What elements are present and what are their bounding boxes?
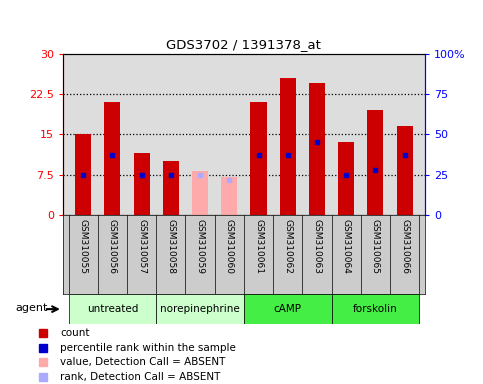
Text: percentile rank within the sample: percentile rank within the sample: [60, 343, 236, 353]
Bar: [69, 294, 156, 324]
Text: GSM310056: GSM310056: [108, 219, 117, 274]
Text: GSM310064: GSM310064: [341, 219, 351, 274]
Text: rank, Detection Call = ABSENT: rank, Detection Call = ABSENT: [60, 371, 221, 382]
Bar: [397, 126, 412, 215]
Text: GSM310059: GSM310059: [196, 219, 205, 274]
Text: agent: agent: [15, 303, 48, 313]
Title: GDS3702 / 1391378_at: GDS3702 / 1391378_at: [167, 38, 321, 51]
Bar: [338, 142, 354, 215]
Text: GSM310065: GSM310065: [371, 219, 380, 274]
Text: GSM310063: GSM310063: [313, 219, 322, 274]
Bar: [309, 83, 325, 215]
Bar: [280, 78, 296, 215]
Text: GSM310058: GSM310058: [166, 219, 175, 274]
Text: value, Detection Call = ABSENT: value, Detection Call = ABSENT: [60, 357, 226, 367]
Text: GSM310062: GSM310062: [283, 219, 292, 274]
Text: forskolin: forskolin: [353, 304, 398, 314]
Text: GSM310060: GSM310060: [225, 219, 234, 274]
Bar: [331, 294, 419, 324]
Text: untreated: untreated: [87, 304, 138, 314]
Bar: [104, 102, 120, 215]
Bar: [75, 134, 91, 215]
Text: GSM310066: GSM310066: [400, 219, 409, 274]
Bar: [134, 153, 150, 215]
Text: norepinephrine: norepinephrine: [160, 304, 240, 314]
Text: cAMP: cAMP: [274, 304, 302, 314]
Text: GSM310061: GSM310061: [254, 219, 263, 274]
Bar: [244, 294, 331, 324]
Text: count: count: [60, 328, 90, 338]
Bar: [221, 177, 237, 215]
Bar: [156, 294, 244, 324]
Bar: [251, 102, 267, 215]
Bar: [192, 171, 208, 215]
Bar: [368, 110, 384, 215]
Text: GSM310055: GSM310055: [79, 219, 88, 274]
Bar: [163, 161, 179, 215]
Text: GSM310057: GSM310057: [137, 219, 146, 274]
